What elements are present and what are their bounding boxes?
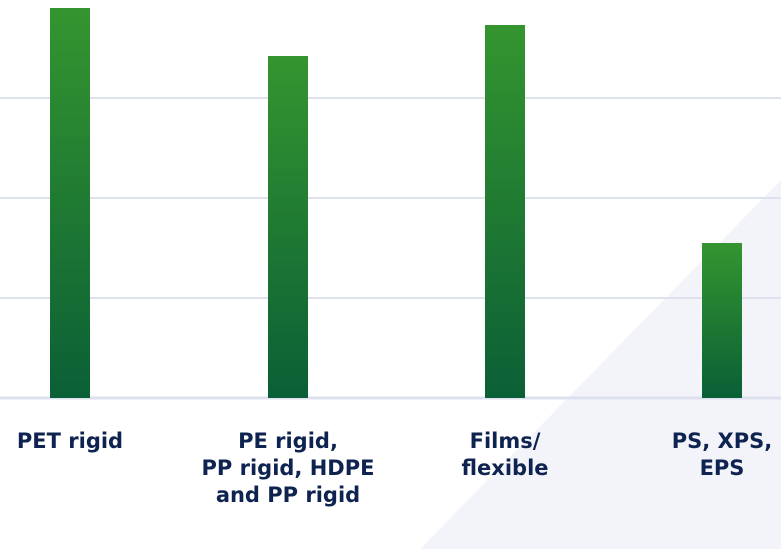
category-label-2: PE rigid, PP rigid, HDPE and PP rigid	[201, 429, 375, 507]
bar-4	[702, 243, 742, 398]
bar-3	[485, 25, 525, 398]
category-label-4: PS, XPS, EPS	[671, 429, 773, 480]
background-tint-shape	[420, 180, 781, 549]
bars	[50, 8, 742, 398]
bar-1	[50, 8, 90, 398]
category-label-1: PET rigid	[16, 429, 124, 453]
category-label-3: Films/ flexible	[461, 429, 549, 480]
bar-2	[268, 56, 308, 398]
gridlines	[0, 97, 781, 400]
